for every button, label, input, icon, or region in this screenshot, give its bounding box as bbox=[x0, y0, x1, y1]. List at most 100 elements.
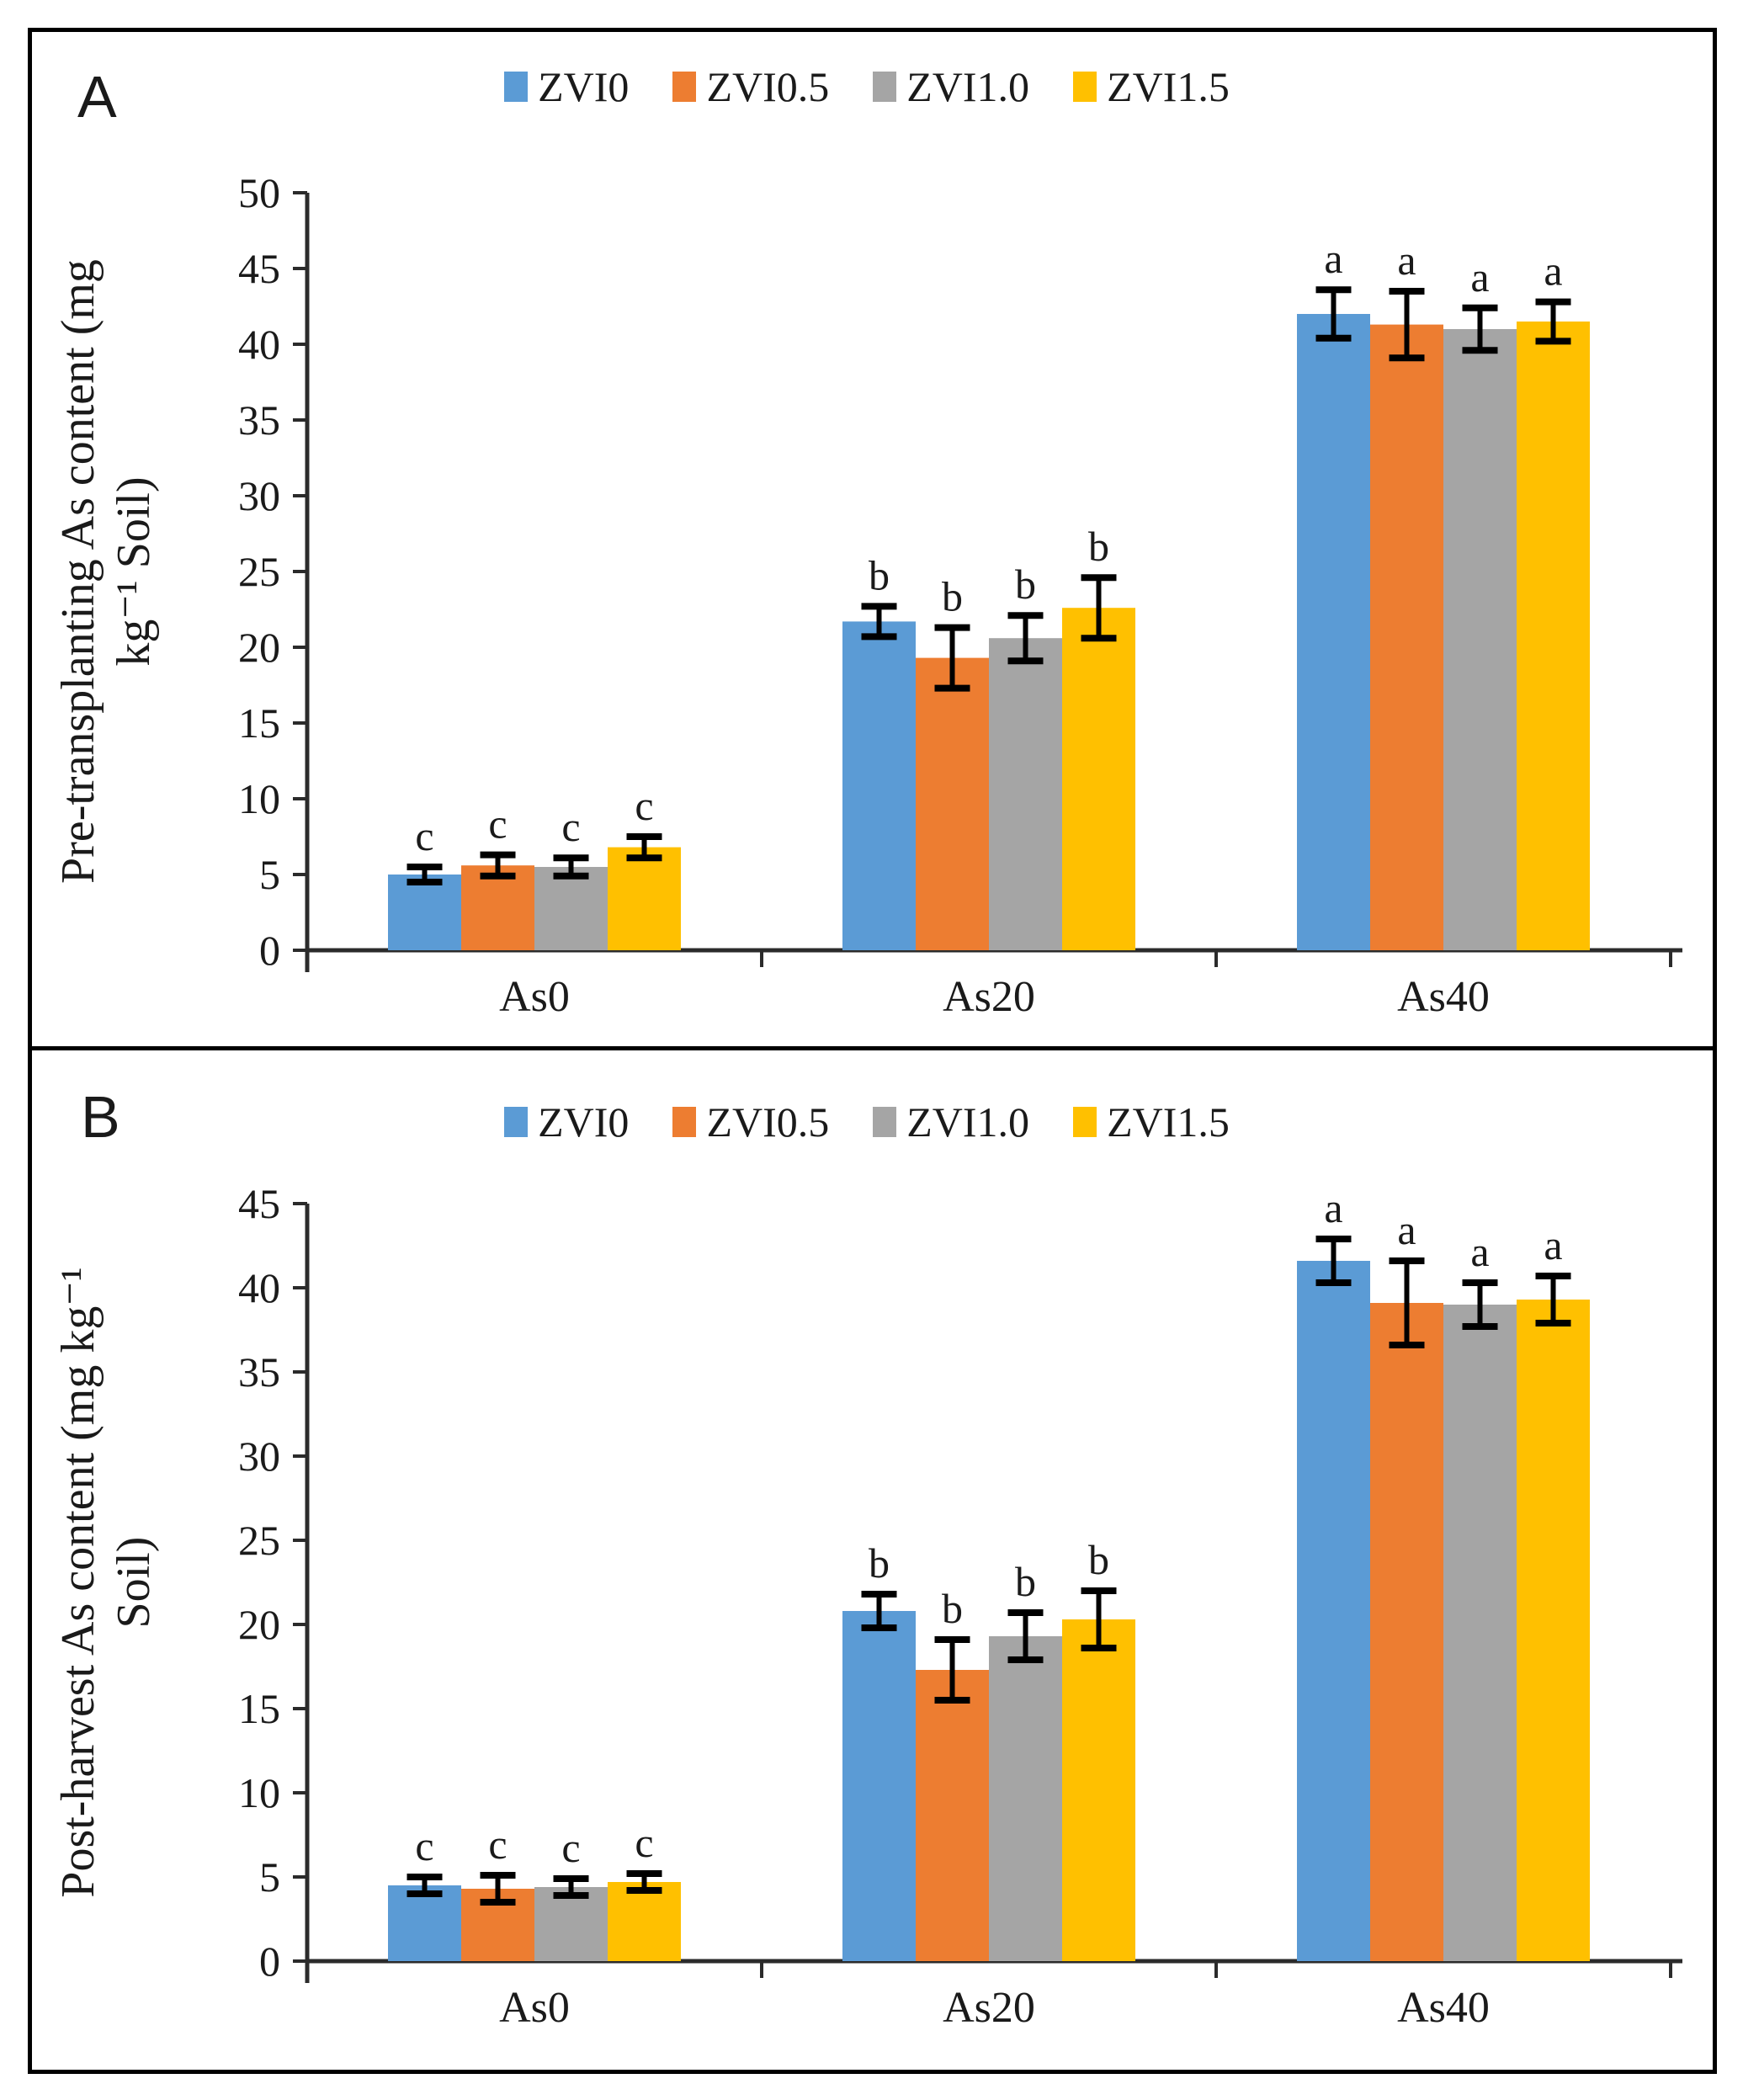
bar-zvi1.5-as0 bbox=[608, 847, 681, 950]
bar-zvi1.5-as40 bbox=[1517, 1300, 1590, 1961]
y-axis-title-b-line1: Post-harvest As content (mg kg⁻¹ bbox=[52, 1267, 104, 1898]
x-category-label: As40 bbox=[1397, 973, 1490, 1021]
sig-letter: b bbox=[1015, 561, 1036, 608]
legend-item-zvi1.0: ZVI1.0 bbox=[873, 66, 1029, 108]
sig-letter: b bbox=[1088, 1536, 1109, 1583]
y-tick-label: 20 bbox=[238, 1601, 280, 1648]
error-bar bbox=[861, 1591, 897, 1631]
bar-zvi0.5-as40 bbox=[1370, 324, 1443, 951]
legend-label: ZVI0 bbox=[538, 63, 630, 110]
y-tick-label: 15 bbox=[238, 1685, 280, 1732]
error-bar bbox=[407, 1874, 443, 1897]
sig-letter: a bbox=[1397, 1206, 1416, 1253]
legend-label: ZVI0.5 bbox=[706, 1098, 830, 1146]
y-tick-label: 40 bbox=[238, 321, 280, 368]
error-bar bbox=[1007, 1609, 1044, 1663]
bar-zvi1.0-as20 bbox=[989, 638, 1062, 950]
sig-letter: b bbox=[942, 1585, 963, 1632]
y-tick-label: 10 bbox=[238, 1769, 280, 1816]
y-tick-label: 15 bbox=[238, 699, 280, 747]
y-tick-label: 5 bbox=[259, 851, 280, 898]
legend-label: ZVI1.5 bbox=[1107, 63, 1230, 110]
figure-frame bbox=[28, 28, 1717, 2074]
sig-letter: b bbox=[869, 1539, 890, 1587]
bar-zvi1.5-as20 bbox=[1062, 1619, 1135, 1961]
y-tick-label: 30 bbox=[238, 1433, 280, 1480]
x-category-label: As20 bbox=[943, 1984, 1035, 2032]
error-bar bbox=[1462, 1279, 1498, 1330]
x-category-label: As0 bbox=[499, 973, 570, 1021]
x-category-label: As20 bbox=[943, 973, 1035, 1021]
x-category-label: As40 bbox=[1397, 1984, 1490, 2032]
error-bar bbox=[1081, 574, 1117, 642]
legend-panel-a: ZVI0 ZVI0.5 ZVI1.0 ZVI1.5 bbox=[307, 66, 1427, 108]
panel-b-label: B bbox=[81, 1084, 120, 1150]
y-tick-label: 0 bbox=[259, 1938, 280, 1985]
y-axis-title-b-line2: Soil) bbox=[108, 1536, 160, 1629]
legend-label: ZVI0.5 bbox=[706, 63, 830, 110]
error-bar bbox=[1315, 286, 1352, 342]
sig-letter: a bbox=[1397, 237, 1416, 284]
error-bar bbox=[407, 864, 443, 885]
error-bar bbox=[1462, 304, 1498, 354]
legend-swatch-icon bbox=[1073, 1107, 1097, 1137]
sig-letter: b bbox=[1088, 523, 1109, 570]
error-bar bbox=[1007, 612, 1044, 665]
bar-zvi1.0-as20 bbox=[989, 1636, 1062, 1961]
sig-letter: c bbox=[561, 803, 580, 850]
y-axis-title-panel-b: Post-harvest As content (mg kg⁻¹ Soil) bbox=[50, 1195, 168, 1970]
legend-swatch-icon bbox=[672, 1107, 697, 1137]
sig-letter: a bbox=[1324, 235, 1342, 282]
error-bar bbox=[480, 851, 516, 880]
sig-letter: c bbox=[635, 1819, 653, 1866]
sig-letter: a bbox=[1544, 1221, 1562, 1268]
sig-letter: a bbox=[1470, 1228, 1489, 1275]
sig-letter: c bbox=[415, 812, 433, 859]
bar-zvi0.5-as0 bbox=[461, 865, 534, 950]
error-bar bbox=[1535, 1273, 1571, 1326]
y-axis-title-a-line1: Pre-transplanting As content (mg bbox=[52, 259, 104, 884]
bar-zvi0.5-as20 bbox=[916, 657, 989, 950]
sig-letter: b bbox=[1015, 1558, 1036, 1605]
y-tick-label: 5 bbox=[259, 1853, 280, 1901]
y-tick-label: 30 bbox=[238, 472, 280, 519]
legend-swatch-icon bbox=[504, 72, 529, 102]
error-bar bbox=[934, 624, 970, 692]
error-bar bbox=[553, 1875, 589, 1899]
y-tick-label: 50 bbox=[238, 169, 280, 216]
bar-zvi1.0-as0 bbox=[534, 1887, 608, 1961]
bar-zvi1.0-as40 bbox=[1443, 329, 1517, 950]
bar-zvi0-as0 bbox=[388, 875, 461, 950]
y-tick-label: 35 bbox=[238, 396, 280, 444]
panel-divider bbox=[28, 1046, 1717, 1050]
legend-label: ZVI1.0 bbox=[906, 63, 1030, 110]
y-tick-label: 35 bbox=[238, 1348, 280, 1396]
bar-zvi1.0-as0 bbox=[534, 867, 608, 950]
sig-letter: a bbox=[1470, 253, 1489, 300]
bar-zvi0-as20 bbox=[842, 621, 916, 950]
legend-item-zvi1.0: ZVI1.0 bbox=[873, 1101, 1029, 1143]
y-tick-label: 25 bbox=[238, 1517, 280, 1564]
x-category-label: As0 bbox=[499, 1984, 570, 2032]
error-bar bbox=[861, 603, 897, 641]
legend-label: ZVI1.5 bbox=[1107, 1098, 1230, 1146]
bar-zvi1.0-as40 bbox=[1443, 1305, 1517, 1961]
error-bar bbox=[553, 854, 589, 880]
error-bar bbox=[626, 1870, 662, 1894]
y-tick-label: 0 bbox=[259, 927, 280, 974]
legend-swatch-icon bbox=[672, 72, 697, 102]
sig-letter: c bbox=[488, 1821, 507, 1868]
y-tick-label: 45 bbox=[238, 245, 280, 292]
legend-swatch-icon bbox=[504, 1107, 529, 1137]
panel-a-chart: 0 5 10 15 20 25 30 35 40 45 50 As0 As20 As40 c c c c b b b b a… bbox=[238, 169, 1682, 1021]
sig-letter: c bbox=[488, 800, 507, 848]
error-bar bbox=[1315, 1236, 1352, 1286]
legend-item-zvi1.5: ZVI1.5 bbox=[1073, 66, 1230, 108]
legend-swatch-icon bbox=[873, 1107, 897, 1137]
y-tick-label: 45 bbox=[238, 1180, 280, 1227]
bar-zvi1.5-as0 bbox=[608, 1882, 681, 1961]
legend-item-zvi0: ZVI0 bbox=[504, 66, 629, 108]
bar-zvi0-as0 bbox=[388, 1885, 461, 1961]
